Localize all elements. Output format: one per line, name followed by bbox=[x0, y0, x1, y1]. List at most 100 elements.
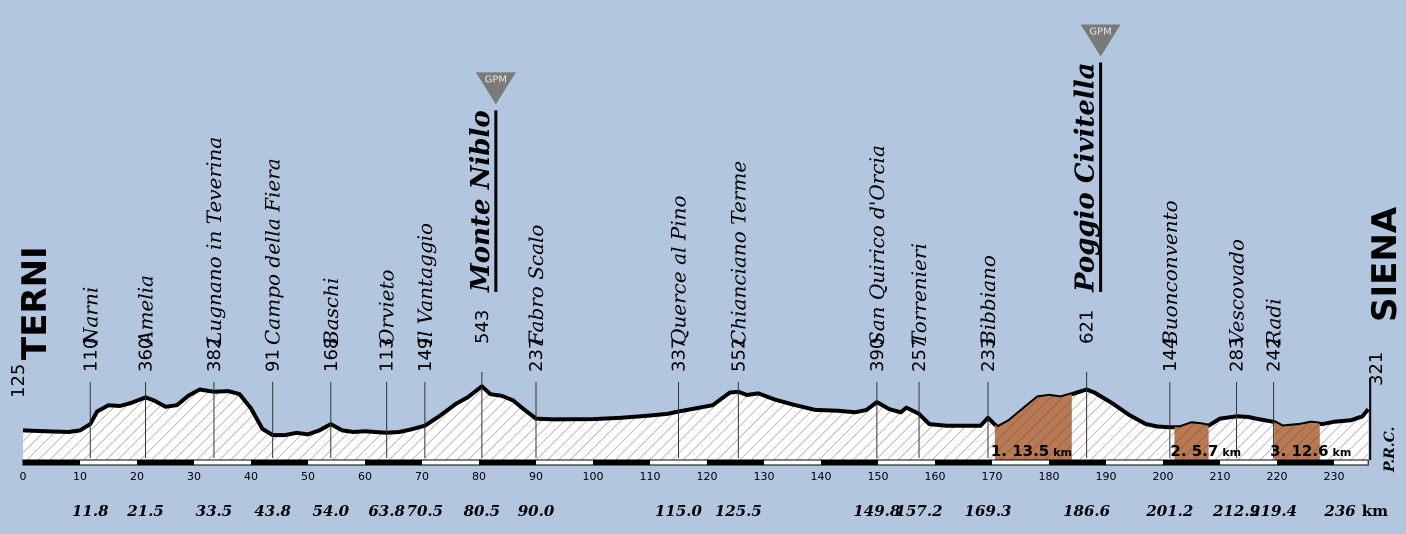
axis-segment bbox=[650, 460, 707, 465]
place-name: Bibbiano bbox=[976, 255, 1000, 346]
place-name: Radi bbox=[1262, 298, 1286, 346]
place-lines bbox=[89, 372, 1372, 460]
place-altitude: 149 bbox=[415, 338, 436, 372]
axis-segment bbox=[23, 460, 80, 465]
place-altitude: 110 bbox=[80, 338, 101, 372]
place-name: Torrenieri bbox=[907, 243, 931, 345]
sector-layer: 1. 13.5 km 2. 5.7 km 3. 12.6 km bbox=[991, 394, 1351, 460]
place-name: Querce al Pino bbox=[667, 195, 691, 345]
axis-tick-label: 30 bbox=[187, 470, 201, 483]
place-name: San Quirico d'Orcia bbox=[865, 145, 889, 345]
axis-tick-label: 170 bbox=[982, 470, 1003, 483]
place-altitude: 337 bbox=[669, 338, 690, 372]
profile-fill bbox=[23, 386, 1369, 460]
axis-tick-label: 60 bbox=[358, 470, 372, 483]
place-altitude: 621 bbox=[1077, 310, 1098, 344]
place-altitude: 233 bbox=[978, 338, 999, 372]
axis-tick-label: 100 bbox=[583, 470, 604, 483]
gpm-label: GPM bbox=[485, 74, 507, 85]
place-name: Narni bbox=[78, 287, 102, 346]
gpm-icon bbox=[475, 72, 516, 105]
place-km-label: 33.5 bbox=[196, 502, 233, 520]
place-altitude: 168 bbox=[321, 338, 342, 372]
axis-tick-label: 160 bbox=[925, 470, 946, 483]
axis-segment bbox=[878, 460, 935, 465]
place-name: Campo della Fiera bbox=[261, 158, 285, 345]
axis-segment bbox=[80, 460, 137, 465]
axis-segment bbox=[422, 460, 479, 465]
place-name: Baschi bbox=[319, 278, 343, 346]
place-km-label: 80.5 bbox=[464, 502, 501, 520]
axis-tick-label: 190 bbox=[1096, 470, 1117, 483]
place-km-label: 201.2 bbox=[1145, 502, 1193, 520]
place-km-label: 21.5 bbox=[126, 502, 164, 520]
place-km-label: 186.6 bbox=[1063, 502, 1111, 520]
start-altitude: 125 bbox=[8, 364, 29, 398]
axis-segment bbox=[1106, 460, 1163, 465]
place-km-label: 90.0 bbox=[518, 502, 555, 520]
start-name: TERNI bbox=[15, 246, 55, 360]
axis-tick-label: 140 bbox=[811, 470, 832, 483]
axis-tick-label: 40 bbox=[244, 470, 258, 483]
gpm-label: GPM bbox=[1089, 26, 1111, 37]
place-altitude: 543 bbox=[472, 310, 493, 344]
place-name: Vescovado bbox=[1225, 239, 1249, 345]
place-altitude: 242 bbox=[1264, 338, 1285, 372]
place-name: Il Vantaggio bbox=[413, 223, 437, 346]
place-altitude: 113 bbox=[377, 338, 398, 372]
axis-tick-label: 150 bbox=[868, 470, 889, 483]
axis-segment bbox=[992, 460, 1049, 465]
axis-tick-label: 220 bbox=[1267, 470, 1288, 483]
place-km-label: 11.8 bbox=[72, 502, 109, 520]
place-km-label: 63.8 bbox=[368, 502, 405, 520]
place-altitude: 257 bbox=[909, 338, 930, 372]
sector-2 bbox=[1174, 423, 1209, 460]
place-km-label: 43.8 bbox=[254, 502, 291, 520]
axis-tick-label: 0 bbox=[20, 470, 27, 483]
axis-segment bbox=[935, 460, 992, 465]
axis-segment bbox=[1049, 460, 1106, 465]
axis-tick-label: 90 bbox=[529, 470, 543, 483]
place-km-label: 115.0 bbox=[655, 502, 703, 520]
place-altitude: 552 bbox=[728, 338, 749, 372]
axis-tick-label: 20 bbox=[130, 470, 144, 483]
axis-segment bbox=[251, 460, 308, 465]
axis-segment bbox=[707, 460, 764, 465]
place-km-label: 70.5 bbox=[407, 502, 444, 520]
place-labels: 11.8110Narni21.5360Amelia33.5382Lugnano … bbox=[8, 24, 1405, 520]
place-name: Lugnano in Teverina bbox=[202, 137, 226, 346]
place-name: Fabro Scalo bbox=[524, 225, 548, 346]
axis-tick-label: 130 bbox=[754, 470, 775, 483]
axis-segment bbox=[479, 460, 536, 465]
place-name: Chianciano Terme bbox=[726, 161, 750, 345]
sector-label-3: 3. 12.6 km bbox=[1270, 442, 1351, 460]
profile-area bbox=[22, 384, 1370, 460]
sector-label-1: 1. 13.5 km bbox=[991, 442, 1072, 460]
place-altitude: 144 bbox=[1160, 338, 1181, 372]
place-km-label: 169.3 bbox=[965, 502, 1012, 520]
gpm-icon bbox=[1080, 24, 1121, 57]
place-altitude: 382 bbox=[204, 338, 225, 372]
finish-altitude: 321 bbox=[1366, 352, 1387, 386]
x-axis: 0 10 20 30 40 50 60 70 80 90 100 110 120 130 140 150 160… bbox=[20, 459, 1369, 483]
place-km-label: 125.5 bbox=[715, 502, 762, 520]
axis-segment bbox=[365, 460, 422, 465]
axis-tick-label: 200 bbox=[1153, 470, 1174, 483]
axis-tick-label: 180 bbox=[1039, 470, 1060, 483]
place-altitude: 283 bbox=[1227, 338, 1248, 372]
place-altitude: 360 bbox=[136, 338, 157, 372]
place-altitude: 91 bbox=[263, 349, 284, 372]
axis-tick-label: 110 bbox=[640, 470, 661, 483]
axis-segment bbox=[821, 460, 878, 465]
place-name: Amelia bbox=[134, 275, 158, 347]
axis-segment bbox=[1220, 460, 1277, 465]
place-km-label: 157.2 bbox=[896, 502, 943, 520]
axis-tick-label: 50 bbox=[301, 470, 315, 483]
axis-frame bbox=[22, 459, 1369, 466]
place-altitude: 237 bbox=[526, 338, 547, 372]
axis-tick-label: 80 bbox=[472, 470, 486, 483]
profile-line bbox=[22, 384, 1370, 438]
axis-tick-label: 210 bbox=[1210, 470, 1231, 483]
sector-1 bbox=[994, 394, 1072, 460]
